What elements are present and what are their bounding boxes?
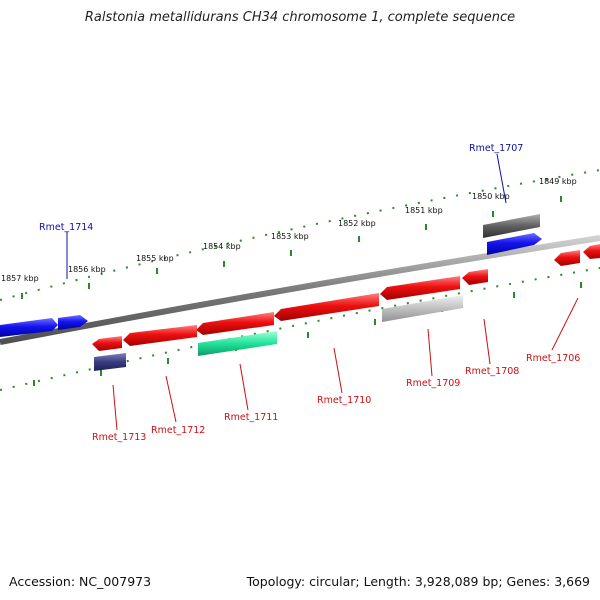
gene-rmet-1708[interactable] [462,269,488,285]
gene-rmet-1712[interactable] [123,325,197,346]
kbp-label: 1855 kbp [136,254,174,263]
gene-label[interactable]: Rmet_1707 [469,143,523,154]
gene-label[interactable]: Rmet_1710 [317,395,371,406]
gene-rmet-1706[interactable] [554,250,580,266]
feature-dark-top [483,214,540,238]
gene-rmet-1710[interactable] [274,293,379,321]
gene-label[interactable]: Rmet_1711 [224,412,278,423]
gene-rmet-1714a[interactable] [0,318,58,337]
gene-rmet-1706b[interactable] [583,244,600,259]
kbp-label: 1851 kbp [405,206,443,215]
kbp-label: 1854 kbp [203,242,241,251]
gene-rmet-1707[interactable] [487,233,542,255]
outer-major-ticks [21,196,562,299]
gene-label[interactable]: Rmet_1712 [151,425,205,436]
feature-green [198,331,277,356]
label-leaders [66,153,579,431]
feature-navy [94,353,126,371]
feature-gray [382,295,463,322]
gene-label[interactable]: Rmet_1714 [39,222,93,233]
kbp-label: 1853 kbp [271,232,309,241]
map-title: Ralstonia metallidurans CH34 chromosome … [84,10,516,25]
gene-rmet-1711[interactable] [196,312,274,335]
gene-rmet-1714[interactable] [58,315,88,330]
gene-label[interactable]: Rmet_1706 [526,353,580,364]
kbp-label: 1857 kbp [1,274,39,283]
accession-text: Accession: NC_007973 [9,574,152,589]
gene-rmet-1709[interactable] [380,276,460,300]
chromosome-backbone [0,235,600,345]
kbp-label: 1856 kbp [68,265,106,274]
gene-label[interactable]: Rmet_1709 [406,378,460,389]
kbp-label: 1850 kbp [472,192,510,201]
gene-label[interactable]: Rmet_1713 [92,432,146,443]
gene-label[interactable]: Rmet_1708 [465,366,519,377]
genome-summary-text: Topology: circular; Length: 3,928,089 bp… [246,574,590,589]
kbp-label: 1849 kbp [539,177,577,186]
gene-rmet-1713[interactable] [92,336,122,351]
kbp-label: 1852 kbp [338,219,376,228]
kbp-labels: 1849 kbp 1850 kbp 1851 kbp 1852 kbp 1853… [1,177,577,283]
